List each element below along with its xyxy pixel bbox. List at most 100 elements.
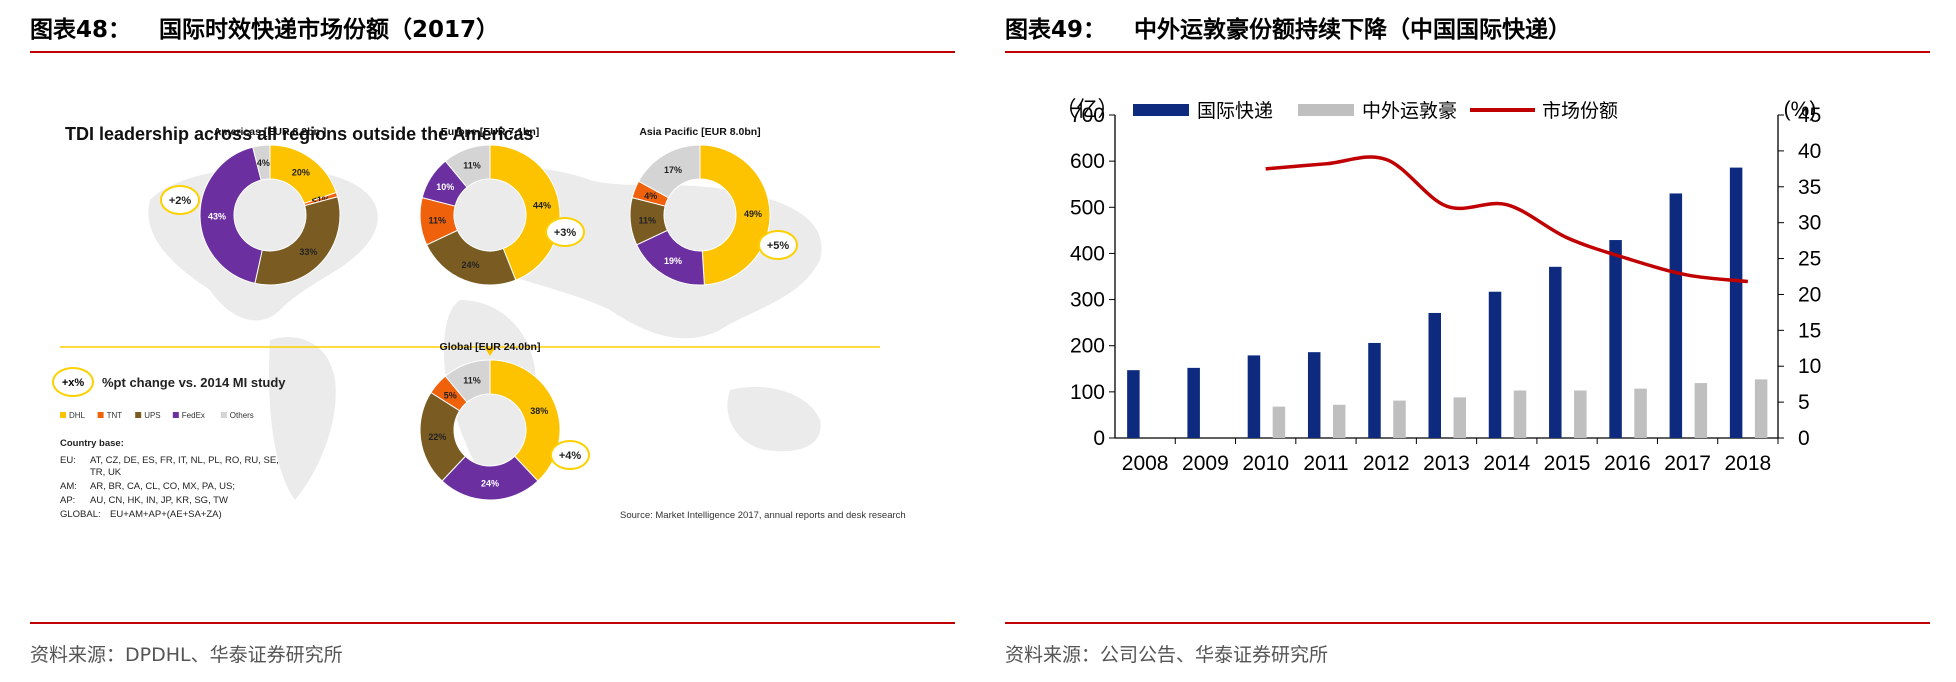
legend-swatch-tnt — [97, 412, 104, 418]
x-tick-label: 2008 — [1122, 452, 1169, 475]
change-badge-value: +4% — [559, 450, 582, 462]
y-tick-label: 400 — [1070, 242, 1105, 265]
country-base-key-global: GLOBAL: — [60, 509, 101, 520]
x-tick-label: 2018 — [1725, 452, 1772, 475]
figure-48-number: 图表48： — [30, 17, 132, 43]
donut-slice-label: 11% — [463, 376, 481, 386]
y2-tick-label: 0 — [1798, 427, 1810, 450]
legend-swatch-others — [220, 412, 227, 418]
bar-dhl-sinotrans — [1513, 390, 1527, 438]
x-tick-label: 2012 — [1363, 452, 1410, 475]
donut-slice-label: 17% — [664, 165, 682, 175]
bar-intl-express — [1609, 240, 1622, 438]
donut-slice-label: 11% — [428, 215, 446, 225]
divider-pointer — [485, 348, 495, 356]
donut-title: Europe [EUR 7.1bn] — [441, 126, 540, 138]
donut-slice-label: 10% — [436, 182, 454, 192]
infographic-source: Source: Market Intelligence 2017, annual… — [620, 510, 906, 521]
y-tick-label: 600 — [1070, 150, 1105, 173]
change-badge-value: +5% — [767, 240, 790, 252]
figure-48-top-rule — [30, 51, 955, 53]
tdi-infographic: TDI leadership across all regions outsid… — [52, 124, 906, 521]
figure-48-title-text: 国际时效快递市场份额（2017） — [159, 17, 500, 43]
bar-dhl-sinotrans — [1754, 379, 1768, 438]
figure-49-number: 图表49： — [1005, 17, 1107, 43]
donut-slice-label: 20% — [292, 167, 310, 177]
donut-slice-label: 24% — [481, 479, 499, 489]
donut-slice-label: 33% — [299, 247, 317, 257]
figure-48-title: 图表48： 国际时效快递市场份额（2017） — [30, 10, 499, 44]
legend-swatch-ups — [135, 412, 142, 418]
figure-49-source: 资料来源：公司公告、华泰证券研究所 — [1005, 644, 1329, 666]
donut-1: Europe [EUR 7.1bn] 44% 24% 11% 10% 11% +3% — [419, 126, 585, 286]
donut-slice-dhl — [489, 144, 561, 281]
carrier-legend: DHL TNT UPS FedEx Others — [60, 411, 254, 420]
legend-label: 市场份额 — [1542, 100, 1618, 122]
y-tick-label: 300 — [1070, 289, 1105, 312]
figure-49-title-text: 中外运敦豪份额持续下降（中国国际快递） — [1134, 17, 1572, 43]
donut-slice-label: 4% — [644, 191, 657, 201]
x-tick-label: 2010 — [1242, 452, 1289, 475]
legend-label: 国际快递 — [1197, 100, 1273, 122]
country-base: Country base: EU: AT, CZ, DE, ES, FR, IT… — [60, 438, 279, 520]
donut-slice-dhl — [489, 359, 561, 482]
left-axis-unit: （亿） — [1056, 98, 1119, 121]
donut-title: Global [EUR 24.0bn] — [440, 341, 541, 353]
change-badge-value: +2% — [169, 195, 192, 207]
chart-legend: 国际快递 中外运敦豪 市场份额 — [1133, 100, 1618, 122]
country-base-key-ap: AP: — [60, 495, 75, 506]
x-tick-label: 2013 — [1423, 452, 1470, 475]
bar-dhl-sinotrans — [1453, 397, 1466, 438]
change-legend: +x% %pt change vs. 2014 MI study — [52, 367, 286, 397]
right-axis-unit: (%) — [1784, 98, 1817, 121]
bar-dhl-sinotrans — [1634, 388, 1647, 438]
bar-dhl-sinotrans — [1574, 390, 1587, 438]
donut-slice-others — [444, 359, 491, 403]
figure-48-source: 资料来源：DPDHL、华泰证券研究所 — [30, 644, 343, 666]
y-tick-label: 500 — [1070, 196, 1105, 219]
country-base-am: AR, BR, CA, CL, CO, MX, PA, US; — [90, 481, 235, 492]
y2-tick-label: 45 — [1798, 104, 1821, 127]
legend-label: 中外运敦豪 — [1362, 100, 1457, 122]
figure-49-title: 图表49： 中外运敦豪份额持续下降（中国国际快递） — [1005, 10, 1571, 44]
legend-bar-swatch — [1298, 104, 1354, 116]
y-tick-label: 700 — [1070, 104, 1105, 127]
world-map-silhouette — [148, 166, 822, 500]
bar-intl-express — [1307, 352, 1321, 438]
donut-slice-label: 5% — [444, 390, 457, 400]
infographic-heading: TDI leadership across all regions outsid… — [65, 124, 534, 144]
bar-intl-express — [1127, 370, 1140, 438]
donut-slice-label: 22% — [428, 432, 446, 442]
y-tick-label: 100 — [1070, 381, 1105, 404]
donut-slice-ups — [254, 196, 341, 286]
country-base-ap: AU, CN, HK, IN, JP, KR, SG, TW — [90, 495, 228, 506]
donut-slice-others — [637, 144, 701, 199]
donut-charts: Americas [EUR 8.2bn ] 20% <1% 33% 43% 4% +2% Eu… — [160, 126, 798, 501]
change-badge — [550, 440, 590, 470]
y-tick-label: 0 — [1093, 427, 1105, 450]
country-base-key-eu: EU: — [60, 455, 76, 466]
bar-dhl-sinotrans — [1332, 404, 1346, 438]
market-share-line — [1265, 155, 1749, 284]
y2-tick-label: 35 — [1798, 176, 1821, 199]
x-tick-label: 2011 — [1303, 452, 1348, 475]
legend-bar-swatch — [1133, 104, 1189, 116]
donut-title: Asia Pacific [EUR 8.0bn] — [639, 126, 760, 138]
change-badge-label: +x% — [62, 377, 85, 389]
donut-3: Global [EUR 24.0bn] 38% 24% 22% 5% 11% +4% — [419, 341, 590, 501]
country-base-eu-cont: TR, UK — [90, 467, 122, 478]
bar-intl-express — [1549, 266, 1562, 438]
donut-slice-others — [444, 144, 491, 188]
x-tick-label: 2015 — [1544, 452, 1591, 475]
bar-intl-express — [1247, 355, 1261, 438]
change-badge — [160, 185, 200, 215]
bar-intl-express — [1669, 193, 1683, 438]
y2-tick-label: 40 — [1798, 140, 1821, 163]
donut-2: Asia Pacific [EUR 8.0bn] 49% 19% 11% 4% 17% +5… — [629, 126, 798, 286]
change-badge — [545, 217, 585, 247]
donut-0: Americas [EUR 8.2bn ] 20% <1% 33% 43% 4% +2% — [160, 126, 341, 286]
bar-intl-express — [1368, 342, 1381, 438]
country-base-global: EU+AM+AP+(AE+SA+ZA) — [110, 509, 222, 520]
y2-tick-label: 15 — [1798, 319, 1821, 342]
change-badge-value: +3% — [554, 227, 577, 239]
